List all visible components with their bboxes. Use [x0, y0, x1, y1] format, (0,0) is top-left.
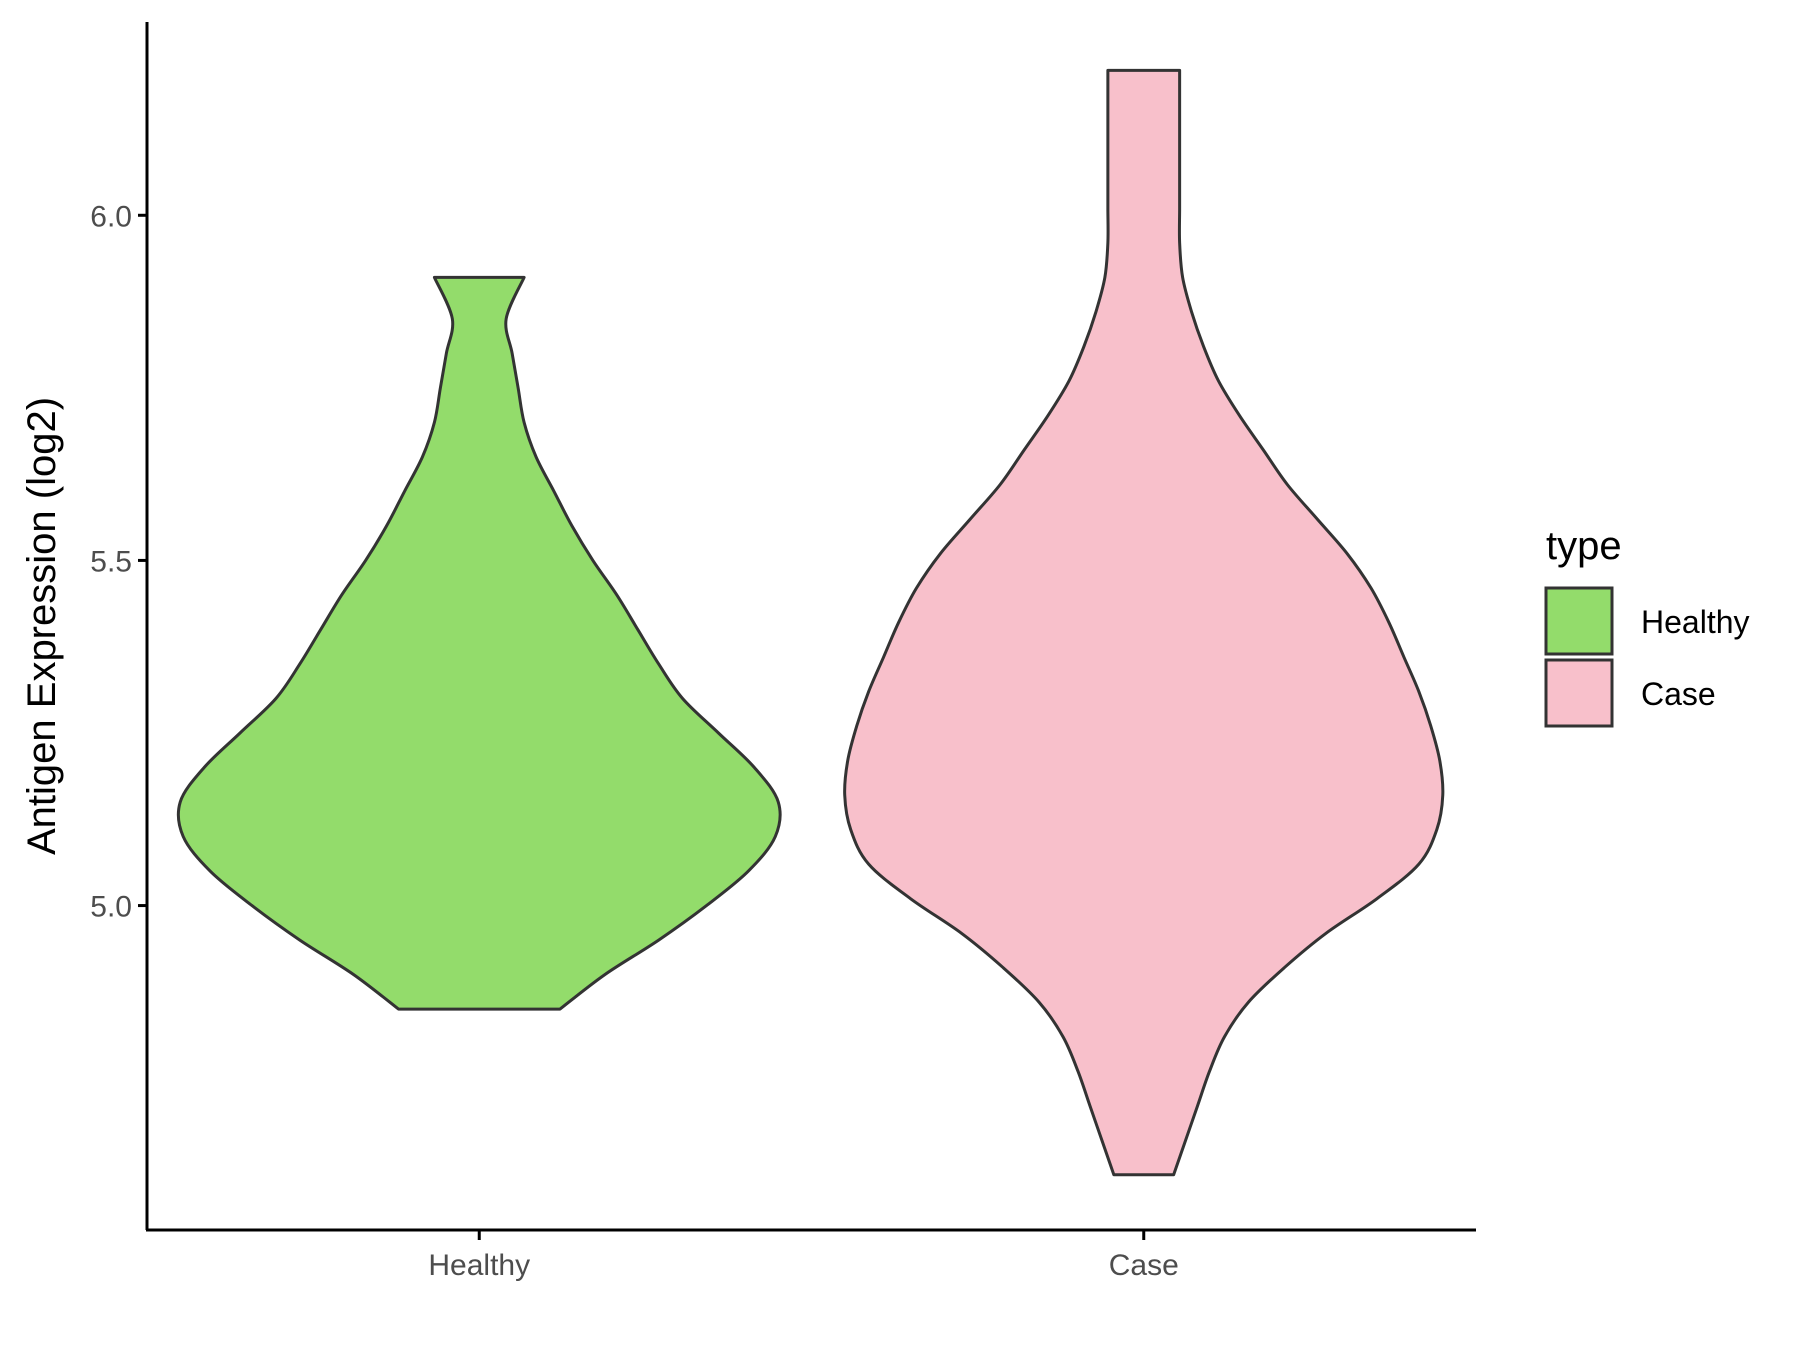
- legend-label-healthy: Healthy: [1641, 604, 1750, 640]
- y-tick-label: 5.5: [90, 545, 132, 578]
- violin-layer: [176, 68, 1445, 1177]
- y-tick-label: 6.0: [90, 200, 132, 233]
- violin-case: [843, 68, 1445, 1177]
- y-ticks: 5.0 5.5 6.0: [90, 200, 147, 924]
- x-ticks: Healthy Case: [428, 1230, 1179, 1282]
- legend-swatch-healthy: [1544, 586, 1614, 656]
- x-tick-label: Healthy: [428, 1249, 530, 1282]
- y-axis-title: Antigen Expression (log2): [20, 397, 64, 855]
- legend-label-case: Case: [1641, 676, 1716, 712]
- legend-swatch-case: [1544, 658, 1614, 728]
- legend: type Healthy Case: [1544, 524, 1750, 728]
- legend-title: type: [1546, 524, 1622, 568]
- violin-healthy: [176, 275, 782, 1011]
- x-tick-label: Case: [1109, 1249, 1179, 1282]
- y-tick-label: 5.0: [90, 891, 132, 924]
